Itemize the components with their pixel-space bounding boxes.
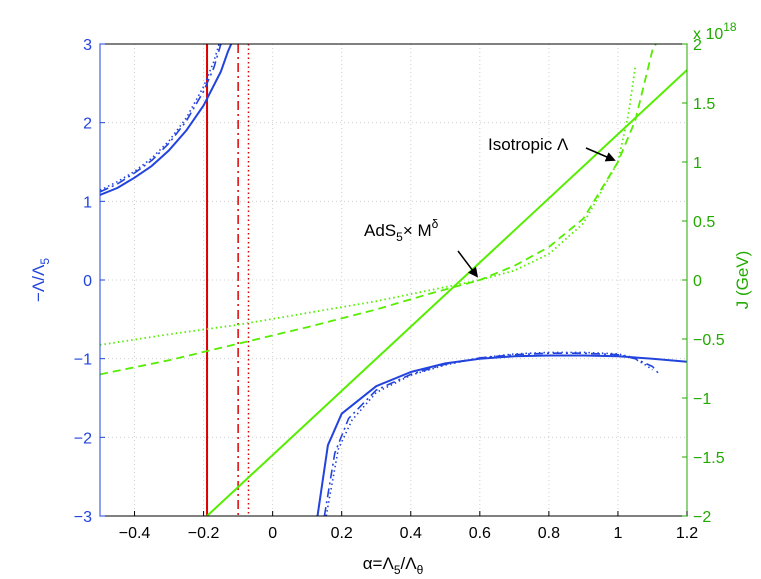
left-tick-label: 2 [83,116,92,133]
left-tick-label: −2 [74,430,92,447]
x-tick-label: −0.2 [188,525,220,542]
plot-background [100,44,687,516]
blue-curve-dotted [100,44,220,192]
tick-layer: −0.4 −0.2 0 0.2 0.4 0.6 0.8 1 1.2 −3 −2 −1 0 1 2 3 −2 −1.… [74,37,725,542]
right-tick-label: −1 [693,391,711,408]
right-tick-label: 2 [693,37,702,54]
blue-curve-dashdot [323,352,661,516]
x-axis-label: α=Λ5/Λθ [363,554,424,577]
svg-text:Isotropic Λ: Isotropic Λ [488,135,569,154]
x-tick-label: 0 [268,525,277,542]
blue-curve-dashdot [100,44,222,193]
green-curve-dotted [100,67,637,346]
x-tick-label: −0.4 [119,525,151,542]
x-tick-label: 0.8 [538,525,560,542]
green-curve-solid [206,69,687,516]
blue-curve-dotted [325,351,653,516]
left-tick-label: 0 [83,273,92,290]
right-axis-label: J (GeV) [733,251,752,310]
left-tick-label: −1 [74,352,92,369]
right-tick-label: 1 [693,155,702,172]
annotation-ads5: AdS5× Mδ [364,217,479,278]
blue-curve-solid [100,44,233,196]
right-tick-label: −0.5 [693,332,725,349]
svg-text:AdS5× Mδ: AdS5× Mδ [364,217,439,244]
right-tick-label: −2 [693,509,711,526]
series-layer [100,44,687,516]
right-tick-label: 0.5 [693,214,715,231]
annotation-isotropic: Isotropic Λ [488,135,616,162]
left-tick-label: 3 [83,37,92,54]
x-tick-label: 0.6 [469,525,491,542]
right-tick-label: −1.5 [693,450,725,467]
x-tick-label: 1 [613,525,622,542]
x-tick-label: 1.2 [676,525,698,542]
x-tick-label: 0.4 [400,525,422,542]
left-tick-label: −3 [74,509,92,526]
right-axis-multiplier: x 1018 [693,20,737,43]
right-tick-label: 1.5 [693,96,715,113]
green-curve-dashed [100,44,657,376]
left-tick-label: 1 [83,194,92,211]
left-axis-label: −Λ/Λ5 [29,258,52,302]
x-tick-label: 0.2 [331,525,353,542]
right-tick-label: 0 [693,273,702,290]
